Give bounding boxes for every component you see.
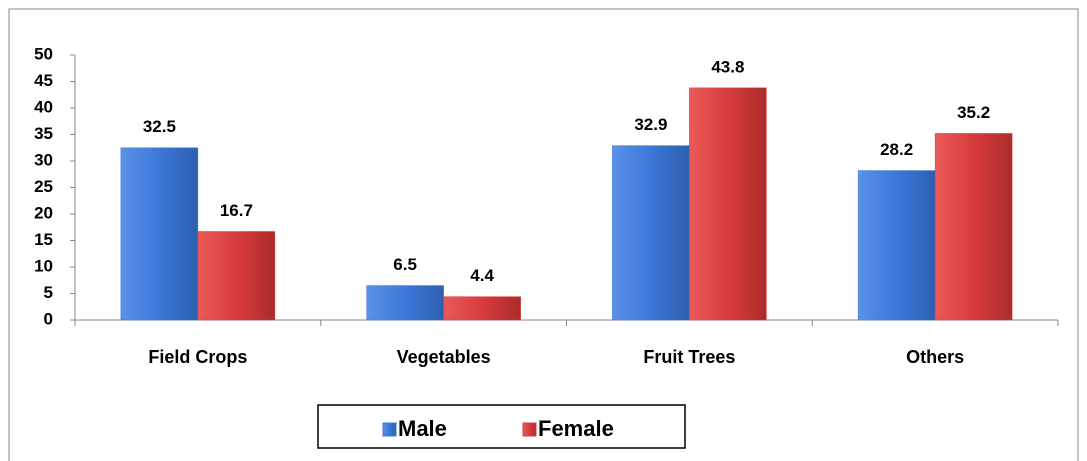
value-label: 28.2 bbox=[880, 140, 913, 159]
legend-label: Female bbox=[538, 416, 614, 441]
x-tick-label: Field Crops bbox=[148, 347, 247, 367]
bar bbox=[120, 147, 199, 321]
legend-label: Male bbox=[398, 416, 447, 441]
bar bbox=[197, 231, 276, 321]
bar bbox=[934, 133, 1013, 321]
y-tick-label: 10 bbox=[34, 256, 53, 275]
legend-box bbox=[317, 404, 686, 449]
bar bbox=[366, 285, 444, 321]
y-tick-label: 15 bbox=[34, 230, 53, 249]
chart-frame bbox=[8, 8, 1079, 461]
y-tick-label: 5 bbox=[44, 283, 53, 302]
y-tick-label: 20 bbox=[34, 203, 53, 222]
y-tick-label: 40 bbox=[34, 97, 53, 116]
x-tick-label: Others bbox=[906, 347, 964, 367]
value-label: 6.5 bbox=[393, 255, 417, 274]
y-tick-label: 45 bbox=[34, 71, 53, 90]
bar bbox=[443, 296, 521, 321]
bar bbox=[857, 170, 936, 321]
value-label: 32.9 bbox=[634, 115, 667, 134]
value-label: 32.5 bbox=[143, 117, 176, 136]
x-tick-label: Fruit Trees bbox=[643, 347, 735, 367]
legend-swatch bbox=[382, 422, 397, 437]
value-label: 16.7 bbox=[220, 201, 253, 220]
bar bbox=[689, 87, 767, 321]
y-tick-label: 50 bbox=[34, 44, 53, 63]
x-tick-label: Vegetables bbox=[397, 347, 491, 367]
legend-swatch bbox=[522, 422, 537, 437]
y-tick-label: 25 bbox=[34, 177, 53, 196]
value-label: 4.4 bbox=[470, 266, 494, 285]
y-tick-label: 30 bbox=[34, 150, 53, 169]
value-label: 35.2 bbox=[957, 103, 990, 122]
value-label: 43.8 bbox=[711, 57, 744, 76]
y-tick-label: 0 bbox=[44, 309, 53, 328]
bar bbox=[612, 145, 690, 321]
y-tick-label: 35 bbox=[34, 124, 53, 143]
